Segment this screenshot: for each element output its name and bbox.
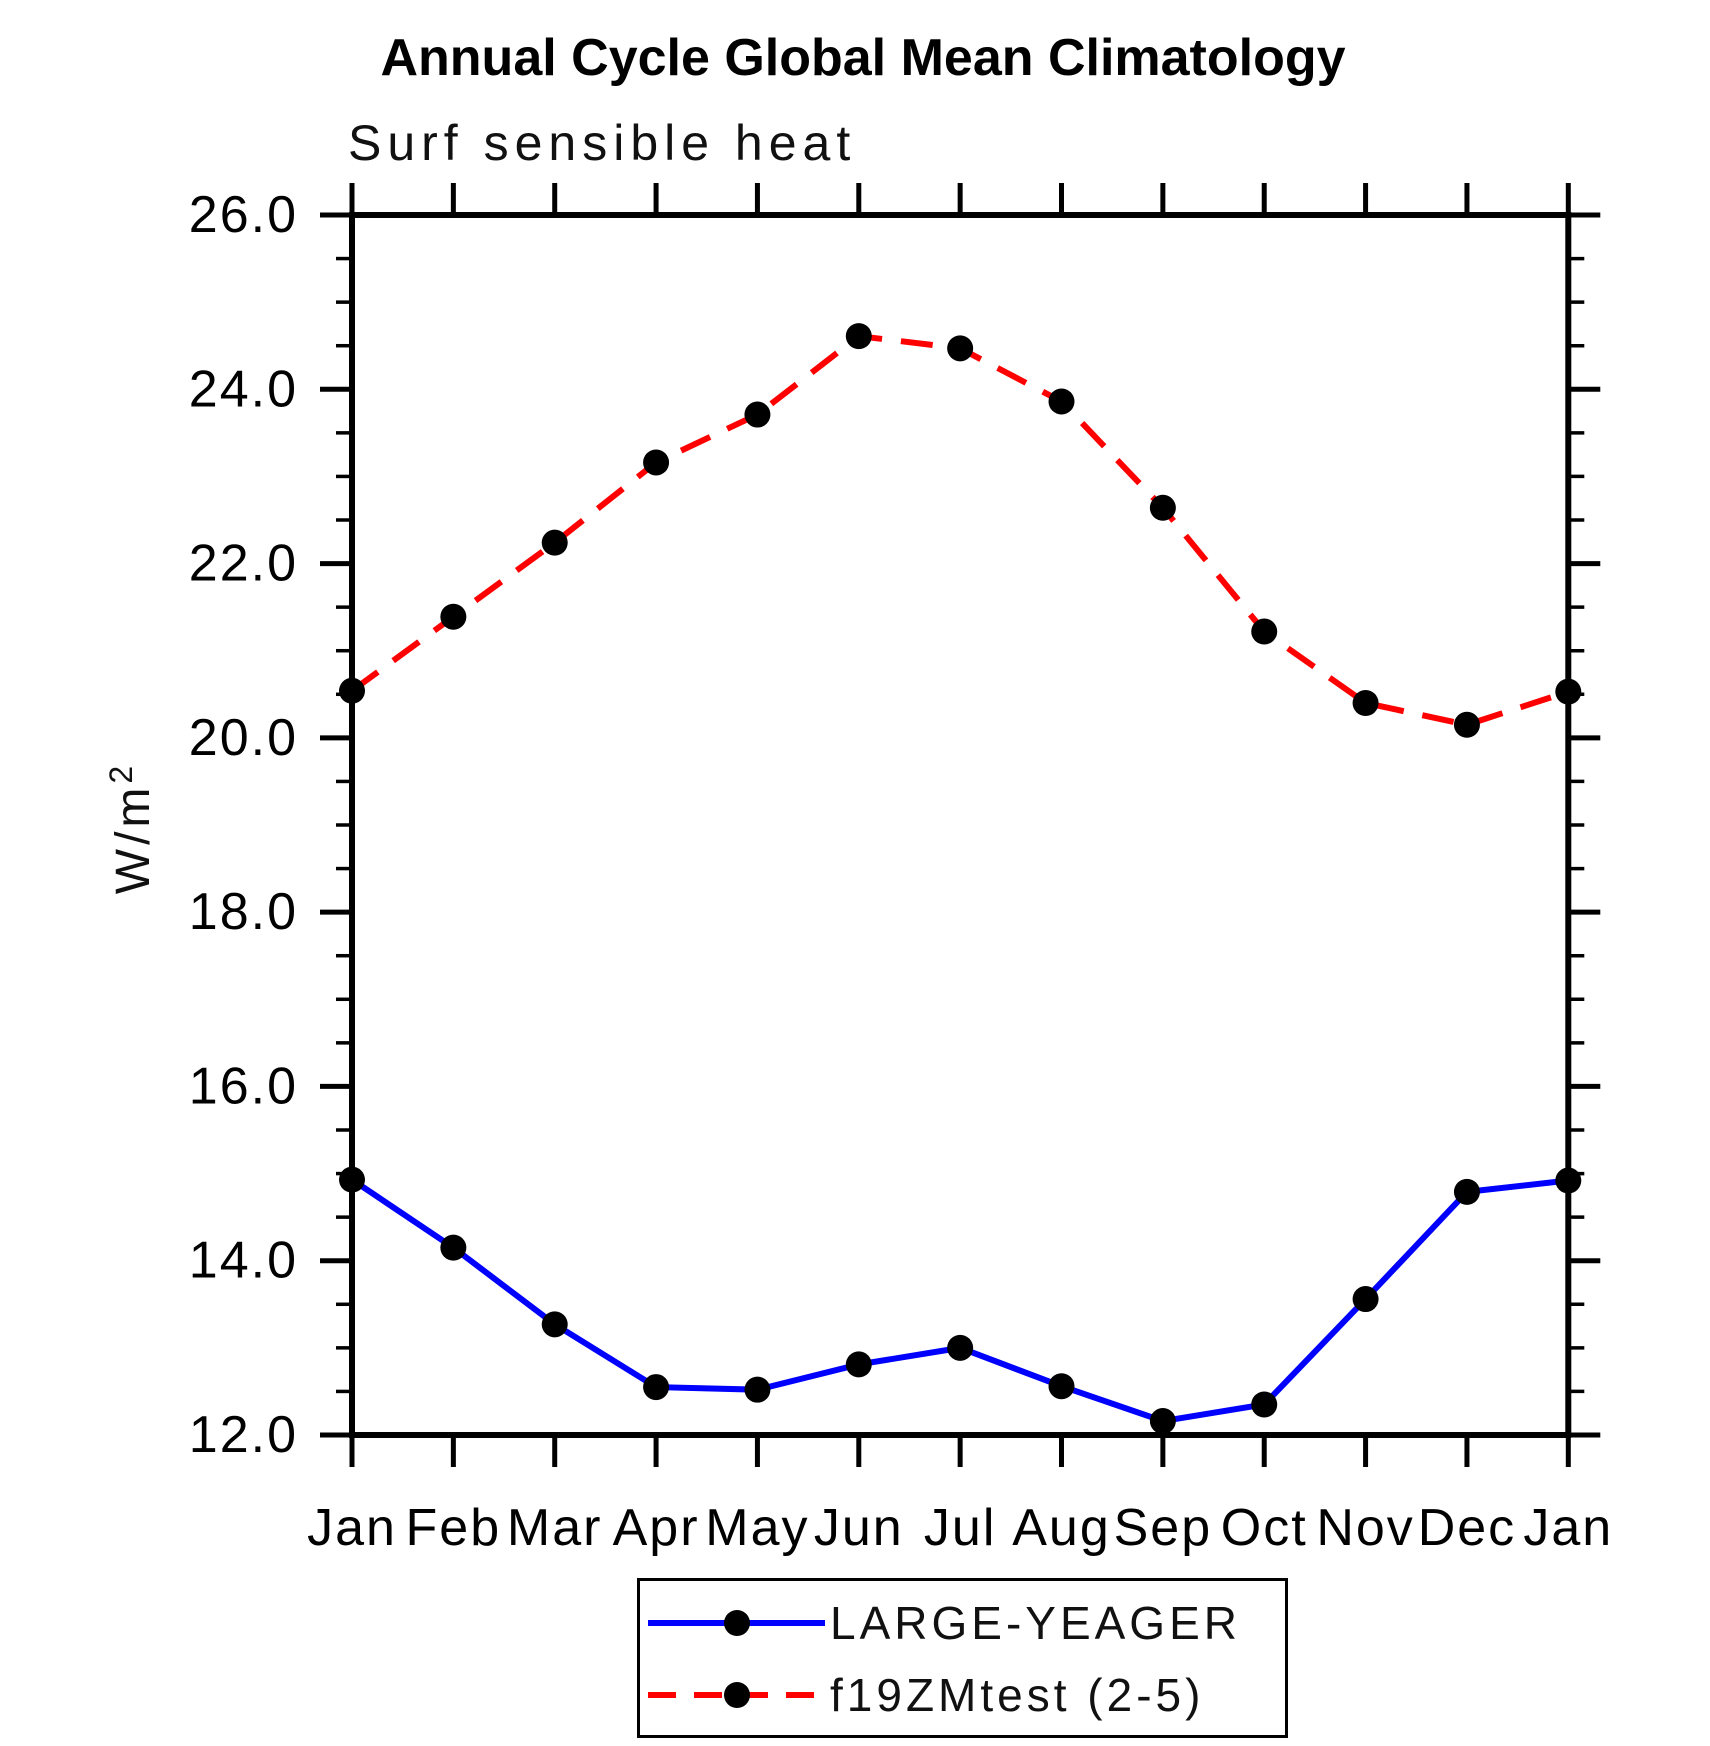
legend-item: LARGE-YEAGER [644, 1593, 1241, 1653]
data-point [1048, 1373, 1075, 1400]
chart-subtitle: Surf sensible heat [348, 115, 857, 171]
plot-frame [349, 212, 1572, 1438]
data-point [1352, 1286, 1379, 1313]
y-tick-label: 12.0 [189, 1406, 298, 1464]
chart-title: Annual Cycle Global Mean Climatology [380, 29, 1346, 87]
x-tick-label: Jan [307, 1499, 397, 1557]
x-tick-label: Dec [1418, 1499, 1516, 1557]
data-point [541, 1311, 568, 1338]
x-tick-label: Sep [1114, 1499, 1213, 1557]
data-point [1555, 1167, 1582, 1194]
data-point [845, 323, 872, 350]
data-point [1453, 1178, 1480, 1205]
data-point [541, 529, 568, 556]
legend: LARGE-YEAGER f19ZMtest (2-5) [637, 1578, 1288, 1738]
y-tick-label: 20.0 [189, 709, 298, 767]
y-tick-label: 16.0 [189, 1057, 298, 1115]
y-tick-label: 18.0 [189, 883, 298, 941]
legend-marker [724, 1610, 750, 1636]
x-tick-label: Jun [814, 1499, 904, 1557]
legend-item: f19ZMtest (2-5) [644, 1665, 1204, 1725]
data-point [1048, 388, 1075, 415]
x-tick-label: Nov [1316, 1499, 1414, 1557]
data-point [1352, 690, 1379, 716]
legend-marker [724, 1682, 750, 1708]
data-point [339, 677, 365, 704]
series-line-1 [350, 333, 1570, 728]
legend-line-sample-icon [648, 1610, 825, 1636]
y-tick-label: 14.0 [189, 1232, 298, 1290]
y-tick-label: 24.0 [189, 360, 298, 418]
y-tick-label: 26.0 [189, 186, 298, 244]
x-tick-label: Jul [924, 1499, 996, 1557]
y-tick-label: 22.0 [189, 535, 298, 593]
x-tick-label: Jan [1523, 1499, 1613, 1557]
data-point [440, 1234, 467, 1261]
series-line-0 [350, 1177, 1569, 1425]
data-point [1555, 678, 1582, 705]
x-tick-label: Feb [406, 1499, 502, 1557]
data-point [947, 1334, 974, 1361]
x-tick-label: Apr [613, 1499, 700, 1557]
data-point [643, 1374, 670, 1401]
data-point [339, 1166, 365, 1193]
data-point [1149, 494, 1176, 521]
data-point [1251, 618, 1278, 645]
legend-label: f19ZMtest (2-5) [830, 1669, 1205, 1721]
x-tick-label: Aug [1012, 1499, 1111, 1557]
x-tick-label: Mar [507, 1499, 603, 1557]
data-point [440, 603, 467, 630]
x-tick-label: Oct [1221, 1499, 1308, 1557]
x-tick-label: May [705, 1499, 809, 1557]
data-point [1149, 1408, 1176, 1435]
data-point [1251, 1391, 1278, 1418]
data-point [744, 1376, 771, 1403]
data-point [1453, 711, 1480, 738]
data-point [947, 335, 974, 362]
legend-line-sample-icon [648, 1682, 825, 1708]
legend-label: LARGE-YEAGER [830, 1597, 1241, 1649]
data-point [845, 1351, 872, 1378]
data-point [744, 401, 771, 428]
data-point [643, 449, 670, 476]
